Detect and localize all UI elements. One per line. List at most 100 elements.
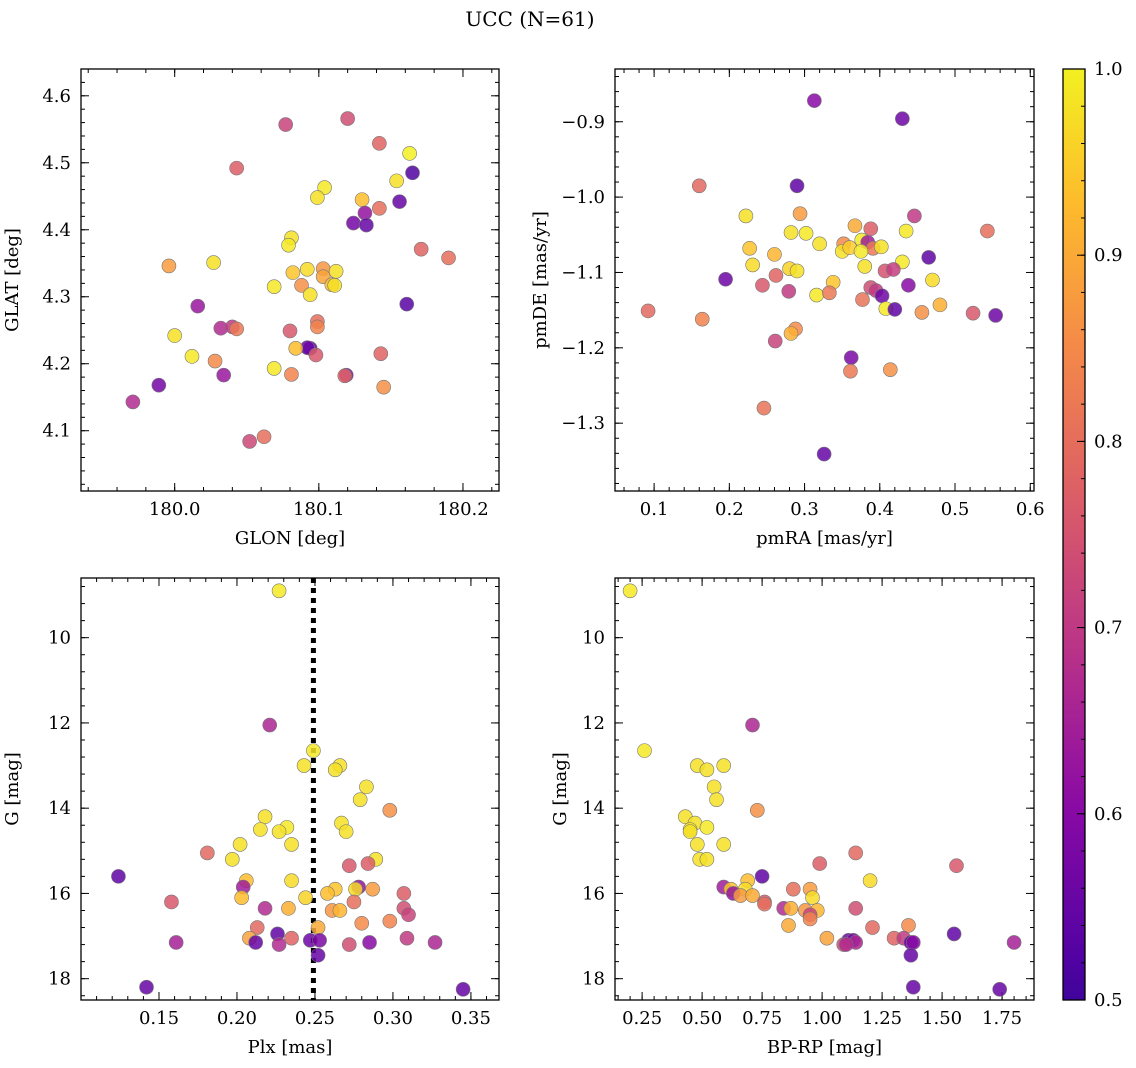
y-tick-label: −1.0 (561, 187, 605, 208)
data-point (848, 845, 863, 861)
data-point (257, 809, 273, 825)
axes-frame (80, 68, 500, 492)
data-point (783, 901, 799, 916)
data-point (271, 824, 287, 839)
data-point (256, 429, 272, 445)
data-point (271, 583, 287, 599)
data-point (151, 377, 167, 393)
data-point (903, 947, 919, 963)
data-point (382, 803, 398, 818)
data-point (738, 208, 754, 224)
y-tick-label: 10 (582, 628, 605, 649)
data-point (327, 762, 343, 778)
data-point (907, 208, 922, 224)
data-point (167, 328, 182, 343)
y-tick-label: 4.4 (42, 220, 71, 241)
x-tick-label: 0.50 (682, 1008, 722, 1029)
y-axis-label: pmDE [mas/yr] (530, 211, 551, 349)
data-point (312, 933, 327, 948)
data-point (337, 368, 353, 384)
data-point (266, 361, 282, 376)
y-axis-label: GLAT [deg] (2, 228, 23, 332)
data-point (812, 856, 828, 871)
data-point (718, 271, 733, 287)
data-point (756, 400, 772, 416)
data-point (357, 205, 373, 221)
colorbar-tick-label: 0.8 (1094, 431, 1123, 452)
y-tick-label: −1.1 (561, 262, 605, 283)
y-tick-label: 4.1 (42, 421, 71, 442)
data-point (229, 160, 244, 176)
data-point (242, 434, 257, 449)
panel-bprp-g: 0.25 0.50 0.75 1.00 1.25 1.50 1.75 10 12 14 16 18 BP… (550, 577, 1035, 1058)
data-point (294, 278, 309, 293)
data-point (266, 279, 282, 294)
data-point (332, 903, 348, 918)
data-point (921, 250, 936, 265)
data-point (206, 255, 221, 270)
data-point (992, 982, 1007, 997)
data-point (874, 288, 890, 304)
x-tick-label: 0.1 (640, 499, 669, 520)
data-point (855, 292, 870, 307)
data-point (257, 901, 273, 916)
axes-frame (80, 577, 500, 1001)
data-point (640, 303, 656, 319)
data-point (822, 285, 837, 301)
data-point (809, 287, 824, 303)
data-point (792, 206, 808, 221)
data-point (317, 180, 332, 195)
data-point (691, 178, 707, 194)
data-point (699, 852, 715, 867)
data-point (786, 881, 801, 897)
data-point (901, 918, 916, 933)
data-point (341, 937, 357, 952)
data-point (988, 308, 1003, 323)
data-point (455, 982, 471, 997)
x-axis-label: BP-RP [mag] (767, 1037, 882, 1058)
x-tick-label: 0.5 (941, 499, 970, 520)
data-point (306, 743, 321, 758)
data-point (190, 298, 206, 314)
data-point (767, 333, 783, 349)
data-point (285, 265, 301, 280)
data-point (895, 111, 910, 127)
data-point (754, 869, 770, 884)
data-point (816, 446, 832, 462)
data-point (694, 311, 710, 327)
data-point (284, 930, 299, 946)
data-point (887, 302, 903, 317)
data-point (348, 881, 363, 897)
y-tick-label: 4.3 (42, 287, 71, 308)
data-point (873, 239, 889, 255)
y-tick-label: 16 (48, 883, 71, 904)
data-point (372, 136, 387, 151)
data-point (248, 935, 263, 950)
data-point (338, 824, 354, 839)
y-tick-label: 14 (582, 798, 605, 819)
data-point (413, 241, 429, 257)
data-point (767, 247, 782, 262)
colorbar-tick-label: 0.9 (1094, 245, 1123, 266)
data-point (838, 937, 854, 952)
data-point (249, 920, 265, 935)
x-tick-label: 1.25 (862, 1008, 902, 1029)
y-tick-label: 12 (48, 713, 71, 734)
data-point (352, 792, 368, 807)
data-point (622, 583, 638, 599)
data-point (819, 930, 835, 946)
data-point (359, 779, 374, 795)
data-point (184, 349, 200, 364)
data-point (125, 394, 141, 410)
data-point (389, 173, 404, 189)
data-point (207, 353, 223, 369)
y-axis-label: G [mag] (2, 752, 23, 825)
data-point (802, 911, 818, 927)
axes-frame (614, 577, 1035, 1001)
x-tick-label: 0.4 (865, 499, 894, 520)
data-point (789, 178, 805, 194)
x-tick-label: 0.15 (139, 1008, 179, 1029)
x-tick-label: 0.25 (622, 1008, 662, 1029)
data-point (768, 268, 784, 283)
